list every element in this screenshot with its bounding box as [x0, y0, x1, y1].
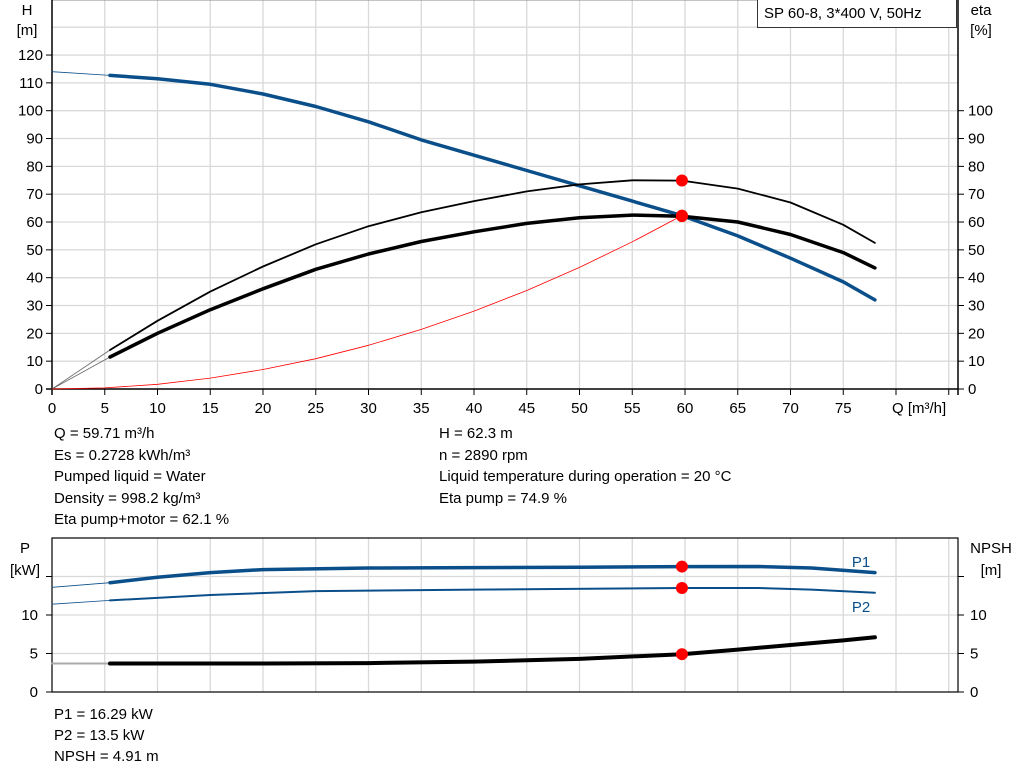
y-tick-label-left: 120: [18, 47, 43, 64]
y-tick-label-right: 10: [970, 607, 987, 624]
readout-h: H = 62.3 m: [439, 425, 513, 442]
y-axis-unit-right: [m]: [981, 562, 1002, 579]
readout-q: Q = 59.71 m³/h: [54, 425, 155, 442]
y-tick-label-left: 0: [30, 684, 38, 701]
x-tick-label: 25: [307, 400, 324, 417]
y-tick-label-left: 90: [26, 131, 43, 148]
eta_pump-curve: [109, 179, 876, 351]
eta_pump_motor-curve: [108, 213, 877, 359]
duty-point-marker: [675, 560, 688, 573]
x-tick-label: 40: [466, 400, 483, 417]
y-tick-label-right: 40: [968, 270, 985, 287]
P2-series-label: P2: [852, 599, 870, 616]
y-axis-unit-left: [m]: [17, 22, 38, 39]
y-tick-label-right: 70: [968, 186, 985, 203]
head-curve: [108, 73, 877, 302]
y-axis-label-right: NPSH: [970, 540, 1012, 557]
duty-point-marker: [675, 582, 688, 595]
y-tick-label-right: 0: [968, 381, 976, 398]
y-tick-label-right: 10: [968, 353, 985, 370]
y-tick-label-right: 100: [968, 103, 993, 120]
readout-liquid: Pumped liquid = Water: [54, 468, 206, 485]
readout-temperature: Liquid temperature during operation = 20…: [439, 468, 732, 485]
readout-npsh: NPSH = 4.91 m: [54, 748, 159, 765]
duty-point-marker: [675, 648, 688, 661]
y-tick-label-right: 30: [968, 298, 985, 315]
x-tick-label: 30: [360, 400, 377, 417]
eta_pump-extrapolated-line: [51, 349, 111, 390]
readout-p1: P1 = 16.29 kW: [54, 706, 153, 723]
x-axis-label: Q [m³/h]: [892, 400, 946, 417]
y-tick-label-left: 5: [30, 646, 38, 663]
y-axis-unit-right: [%]: [970, 22, 992, 39]
y-tick-label-left: 70: [26, 186, 43, 203]
y-tick-label-right: 90: [968, 131, 985, 148]
x-tick-label: 5: [101, 400, 109, 417]
y-tick-label-left: 30: [26, 298, 43, 315]
x-tick-label: 50: [571, 400, 588, 417]
y-tick-label-right: 60: [968, 214, 985, 231]
y-tick-label-left: 10: [21, 607, 38, 624]
x-tick-label: 0: [48, 400, 56, 417]
x-tick-label: 10: [149, 400, 166, 417]
x-tick-label: 15: [202, 400, 219, 417]
y-tick-label-right: 50: [968, 242, 985, 259]
x-tick-label: 75: [835, 400, 852, 417]
P2-curve: [109, 587, 876, 602]
duty-point-marker: [675, 174, 688, 187]
system-curve: [51, 215, 683, 390]
x-tick-label: 60: [677, 400, 694, 417]
chart-title: SP 60-8, 3*400 V, 50Hz: [757, 0, 957, 28]
P1-extrapolated-line: [51, 582, 111, 588]
P1-series-label: P1: [852, 554, 870, 571]
readout-p2: P2 = 13.5 kW: [54, 727, 145, 744]
y-axis-unit-left: [kW]: [10, 562, 40, 579]
x-tick-label: 65: [729, 400, 746, 417]
y-tick-label-left: 100: [18, 103, 43, 120]
x-tick-label: 45: [518, 400, 535, 417]
y-axis-label-left: P: [20, 540, 30, 557]
NPSH-curve: [108, 635, 877, 666]
y-tick-label-right: 5: [970, 646, 978, 663]
y-tick-label-right: 0: [970, 684, 978, 701]
eta_pump_motor-extrapolated-line: [51, 356, 111, 390]
readout-density: Density = 998.2 kg/m³: [54, 490, 201, 507]
y-tick-label-right: 80: [968, 158, 985, 175]
y-tick-label-left: 0: [35, 381, 43, 398]
y-tick-label-left: 20: [26, 325, 43, 342]
y-tick-label-left: 60: [26, 214, 43, 231]
readout-n: n = 2890 rpm: [439, 447, 528, 464]
y-tick-label-left: 50: [26, 242, 43, 259]
y-tick-label-left: 80: [26, 158, 43, 175]
readout-es: Es = 0.2728 kWh/m³: [54, 447, 191, 464]
x-tick-label: 35: [413, 400, 430, 417]
y-tick-label-left: 40: [26, 270, 43, 287]
y-axis-label-left: H: [22, 2, 33, 19]
y-tick-label-left: 110: [19, 75, 43, 92]
y-tick-label-left: 10: [26, 353, 43, 370]
P2-extrapolated-line: [51, 600, 111, 605]
head-extrapolated-line: [51, 71, 111, 76]
x-tick-label: 20: [255, 400, 272, 417]
duty-point-marker: [675, 210, 688, 223]
x-tick-label: 55: [624, 400, 641, 417]
readout-eta-pump-motor: Eta pump+motor = 62.1 %: [54, 511, 230, 528]
x-tick-label: 70: [782, 400, 799, 417]
readout-eta-pump: Eta pump = 74.9 %: [439, 490, 567, 507]
y-axis-label-right: eta: [971, 2, 993, 19]
P1-curve: [108, 564, 877, 585]
y-tick-label-right: 20: [968, 325, 985, 342]
